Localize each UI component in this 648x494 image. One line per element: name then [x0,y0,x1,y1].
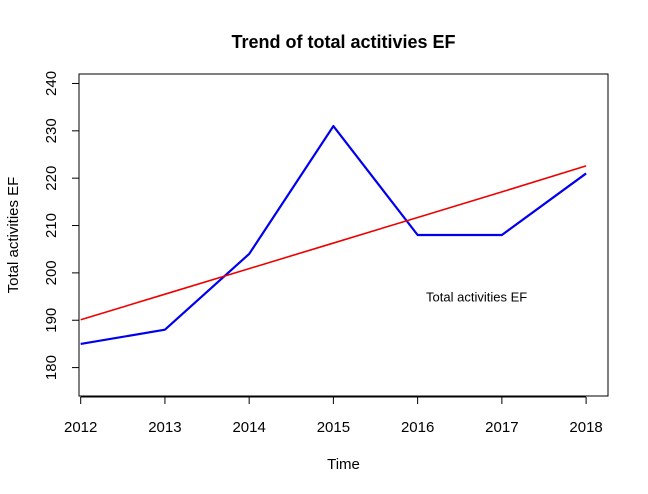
x-tick-label: 2015 [317,419,350,436]
x-tick-label: 2016 [401,419,434,436]
y-tick-label: 180 [43,355,60,380]
series-line-1 [80,124,587,345]
y-tick-label: 210 [43,213,60,238]
chart-title: Trend of total actitivies EF [231,32,455,52]
x-axis-label: Time [327,456,360,473]
y-axis: 180 190 200 210 220 230 240 [43,71,80,380]
x-axis: 2012 2013 2014 2015 2016 2017 2018 [64,396,603,436]
series-lines [80,124,587,345]
plot-frame [78,73,609,397]
x-tick-label: 2017 [485,419,518,436]
series-line-2 [80,165,587,321]
y-tick-label: 200 [43,260,60,285]
y-axis-label: Total activities EF [5,177,22,294]
x-tick-label: 2012 [64,419,97,436]
y-tick-label: 230 [43,118,60,143]
x-tick-label: 2018 [569,419,602,436]
x-tick-label: 2014 [232,419,265,436]
annotation-label: Total activities EF [426,290,527,305]
y-tick-label: 240 [43,71,60,96]
y-tick-label: 220 [43,166,60,191]
y-tick-label: 190 [43,308,60,333]
x-tick-label: 2013 [148,419,181,436]
